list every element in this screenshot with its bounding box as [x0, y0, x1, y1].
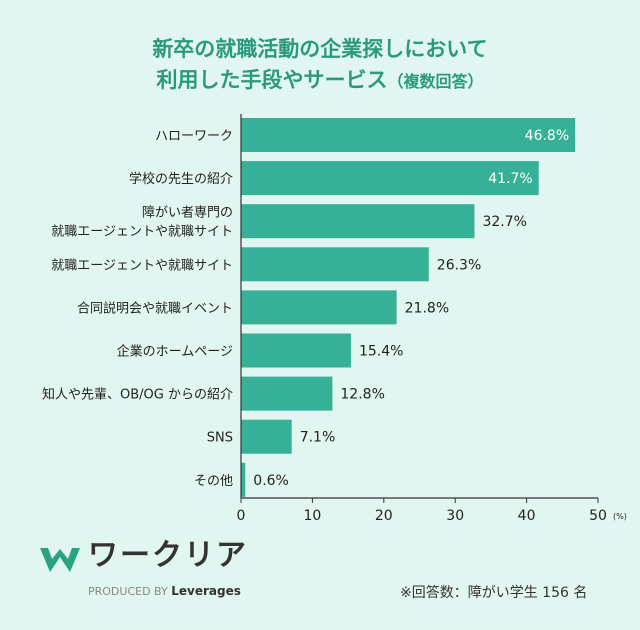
- value-label: 46.8%: [525, 128, 569, 144]
- value-label: 7.1%: [300, 430, 336, 446]
- x-tick-label: 50: [589, 508, 607, 524]
- produced-by-brand: Leverages: [171, 584, 241, 598]
- bar: [241, 376, 333, 411]
- title-line-1: 新卒の就職活動の企業探しにおいて: [152, 37, 488, 61]
- x-tick-label: 20: [375, 508, 393, 524]
- bar: [241, 204, 475, 239]
- bar: [241, 118, 576, 152]
- value-label: 26.3%: [437, 257, 481, 273]
- bar: [241, 290, 397, 325]
- value-label: 21.8%: [405, 300, 449, 316]
- bar: [241, 419, 292, 454]
- category-label: 就職エージェントや就職サイト: [51, 258, 233, 273]
- value-label: 41.7%: [488, 171, 532, 187]
- title-line-2-main: 利用した手段やサービス: [156, 68, 388, 92]
- category-label: 就職エージェントや就職サイト: [51, 225, 233, 240]
- x-tick-label: 30: [446, 508, 464, 524]
- workclear-logo-icon: [40, 548, 80, 572]
- x-tick-label: 0: [237, 508, 246, 524]
- produced-by-label: PRODUCED BY: [88, 585, 168, 598]
- bar: [241, 333, 351, 368]
- x-tick-label: 10: [303, 508, 321, 524]
- produced-by: PRODUCED BY Leverages: [88, 584, 241, 599]
- value-label: 0.6%: [253, 473, 289, 489]
- value-label: 32.7%: [482, 214, 526, 230]
- respondent-note: ※回答数：障がい学生 156 名: [400, 585, 588, 601]
- value-label: 12.8%: [340, 387, 384, 403]
- x-tick-label: 40: [518, 508, 536, 524]
- title-suffix: （複数回答）: [387, 72, 484, 91]
- title-line-2: 利用した手段やサービス（複数回答）: [0, 65, 640, 97]
- category-label: 知人や先輩、OB/OG からの紹介: [42, 387, 233, 403]
- category-label: 学校の先生の紹介: [129, 171, 233, 187]
- bar: [241, 462, 246, 497]
- logo-text: ワークリア: [88, 538, 248, 573]
- category-label: ハローワーク: [155, 129, 233, 144]
- bar: [241, 161, 539, 196]
- category-label: SNS: [207, 431, 233, 446]
- category-label: 障がい者専門の: [142, 206, 233, 221]
- category-label: 企業のホームページ: [117, 344, 233, 360]
- category-label: その他: [194, 474, 233, 489]
- bar: [241, 247, 429, 282]
- chart-title: 新卒の就職活動の企業探しにおいて 利用した手段やサービス（複数回答）: [0, 34, 640, 97]
- x-unit-label: (%): [613, 512, 627, 521]
- category-label: 合同説明会や就職イベント: [77, 300, 233, 316]
- value-label: 15.4%: [359, 344, 403, 360]
